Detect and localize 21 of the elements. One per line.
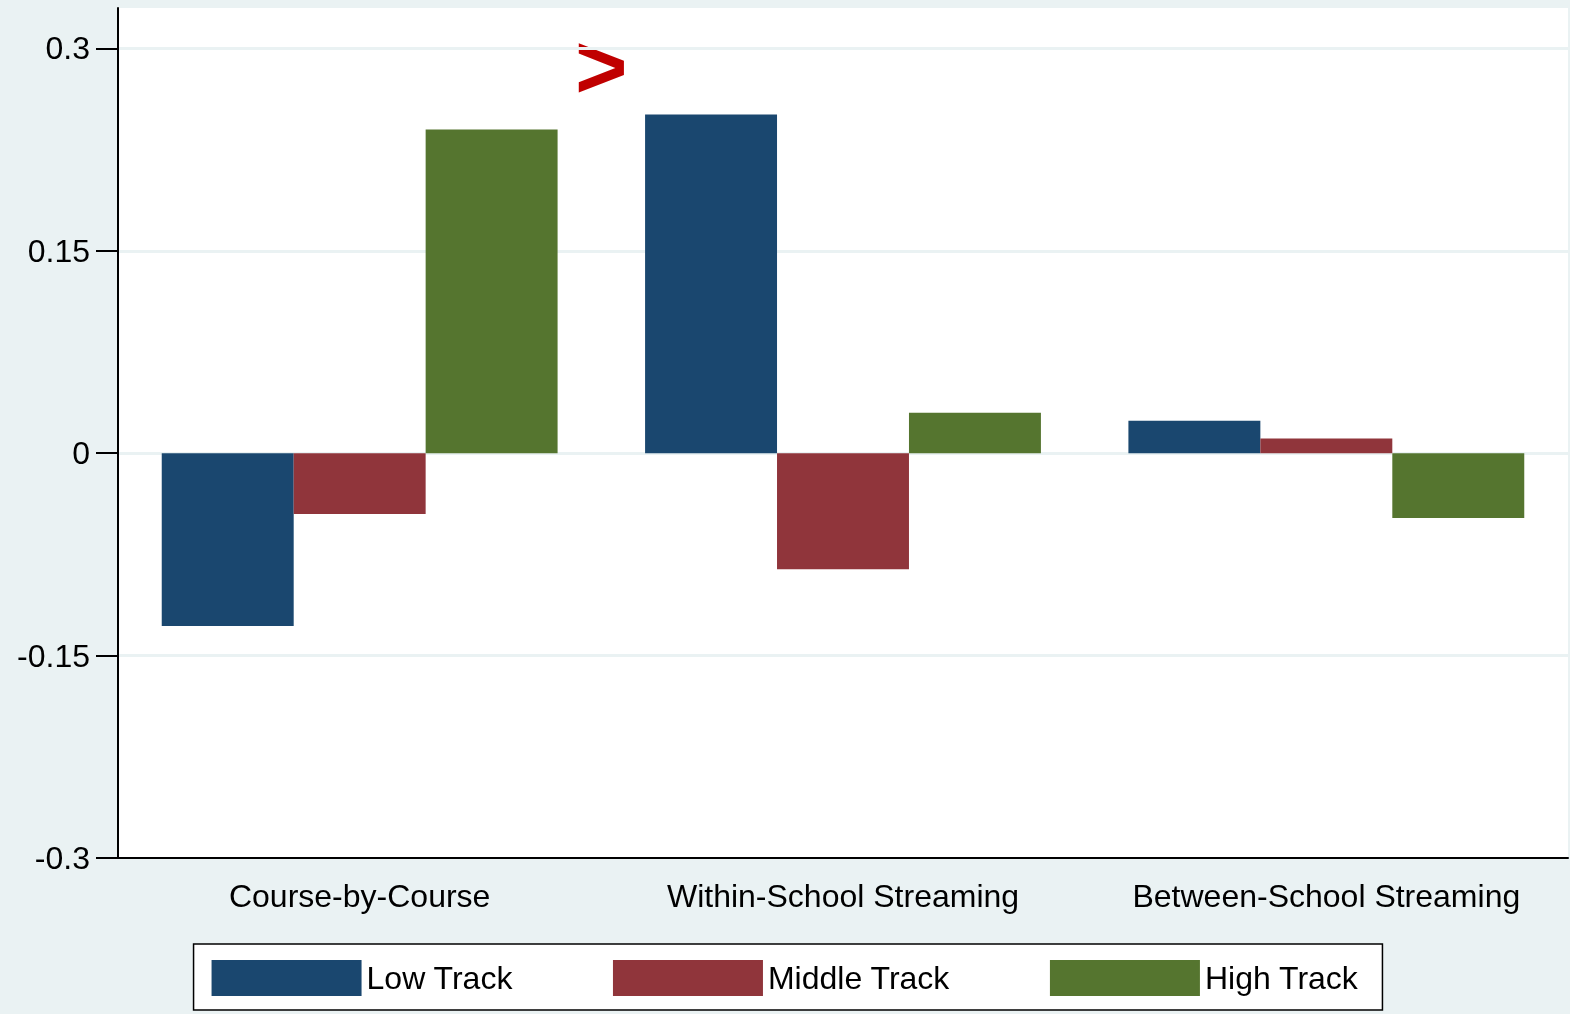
- bar: [777, 453, 909, 570]
- y-tick-label: -0.15: [17, 637, 90, 674]
- bar: [1128, 420, 1261, 454]
- y-tick-label: 0.3: [45, 30, 90, 67]
- bar: [1260, 438, 1393, 454]
- bar: [293, 453, 426, 514]
- y-tick-label: -0.3: [34, 840, 90, 876]
- annotation: >: [575, 17, 628, 117]
- legend-label: Middle Track: [767, 960, 951, 996]
- y-tick-label: 0.15: [27, 232, 90, 269]
- bar: [908, 412, 1041, 454]
- bar: [645, 114, 778, 454]
- bar: [1392, 453, 1525, 518]
- y-tick-label: 0: [72, 435, 90, 472]
- bar: [425, 129, 558, 454]
- x-tick-label: Within-School Streaming: [666, 878, 1020, 914]
- bar: [161, 453, 294, 626]
- x-tick-label: Course-by-Course: [228, 878, 491, 914]
- legend-label: High Track: [1204, 960, 1359, 996]
- legend-label: Low Track: [366, 960, 514, 996]
- x-tick-label: Between-School Streaming: [1132, 878, 1521, 914]
